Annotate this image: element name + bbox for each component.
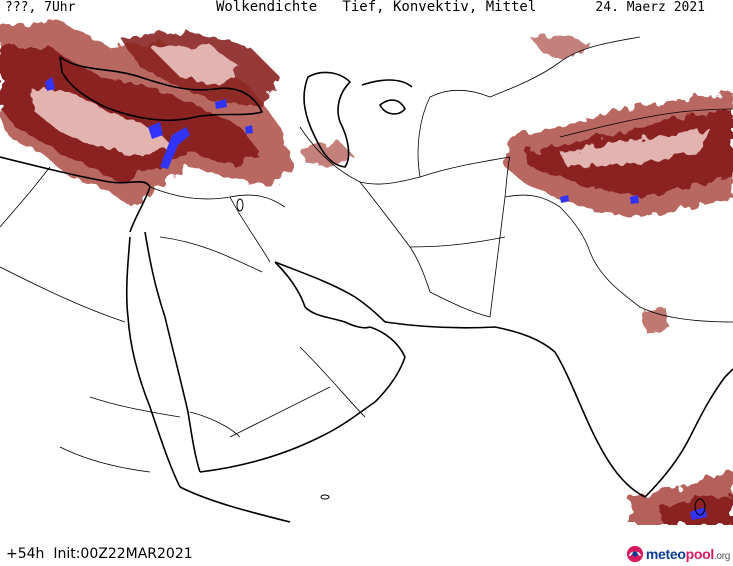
meteopool-logo[interactable]: meteopool.org	[626, 545, 730, 563]
forecast-time-label: ???, 7Uhr	[5, 0, 76, 15]
cloud-cover-layer	[0, 22, 733, 525]
cloud-area-tianshan	[530, 35, 590, 57]
valid-date: 24. Maerz 2021	[595, 0, 705, 15]
map-title: Wolkendichte Tief, Konvektiv, Mittel	[216, 0, 537, 15]
cloud-density-map	[0, 22, 733, 525]
islands	[236, 198, 706, 516]
convective-cells	[45, 77, 707, 520]
cloud-area-caucasus-light	[150, 45, 240, 87]
cloud-area-india-west	[640, 307, 670, 335]
meteopool-logo-icon	[626, 545, 643, 563]
cloud-area-iran-north	[300, 142, 355, 167]
logo-text: meteopool.org	[645, 546, 730, 562]
cloud-area-himalaya-light	[560, 129, 710, 167]
model-run-info: +54h Init:00Z22MAR2021	[6, 546, 193, 562]
cloud-area-turkey-light	[30, 87, 175, 157]
country-borders	[0, 36, 733, 473]
